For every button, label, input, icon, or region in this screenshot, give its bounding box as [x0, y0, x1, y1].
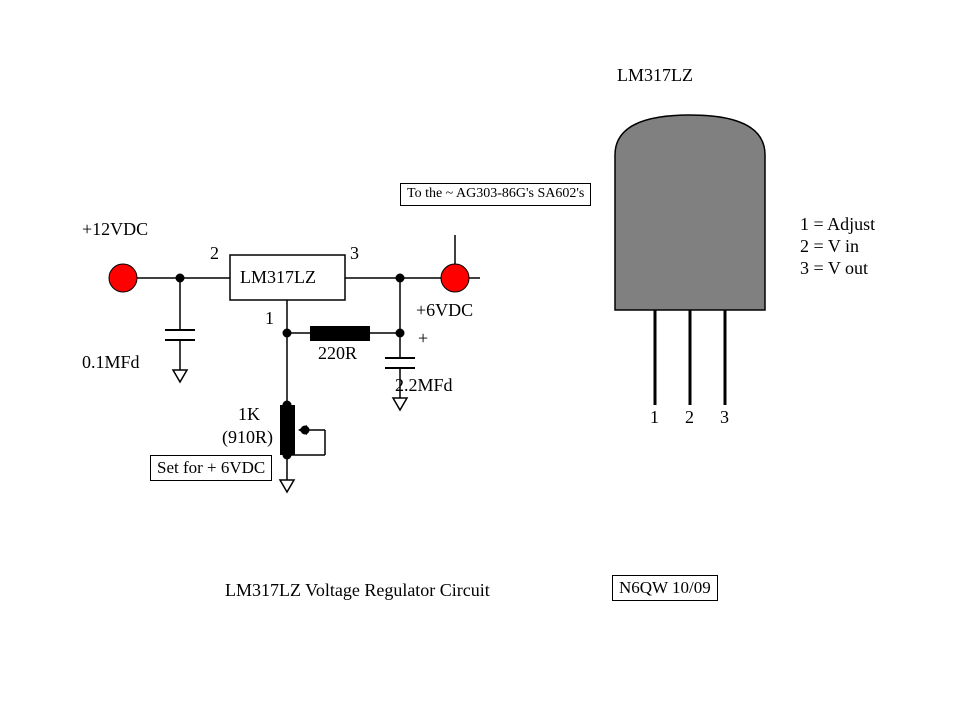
- cap-out-polarity: +: [418, 328, 428, 349]
- dest-note-box: To the ~ AG303-86G's SA602's: [400, 183, 591, 206]
- set-note-box: Set for + 6VDC: [150, 455, 272, 481]
- cap-out-label: 2.2MFd: [395, 375, 453, 396]
- package-pin3: 3: [720, 407, 729, 428]
- author-box: N6QW 10/09: [612, 575, 718, 601]
- right-supply-label: +6VDC: [416, 300, 473, 321]
- pin2-label: 2: [210, 243, 219, 264]
- cap-in-label: 0.1MFd: [82, 352, 140, 373]
- pin3-label: 3: [350, 243, 359, 264]
- ic-label: LM317LZ: [240, 267, 316, 288]
- pot-label: 1K: [238, 404, 260, 425]
- package-legend2: 2 = V in: [800, 236, 859, 257]
- schematic-canvas: [0, 0, 959, 719]
- package-pin2: 2: [685, 407, 694, 428]
- pin1-label: 1: [265, 308, 274, 329]
- package-title: LM317LZ: [617, 65, 693, 86]
- circuit-title: LM317LZ Voltage Regulator Circuit: [225, 580, 490, 601]
- package-legend1: 1 = Adjust: [800, 214, 875, 235]
- dest-note-text: To the ~ AG303-86G's SA602's: [407, 186, 584, 201]
- package-legend3: 3 = V out: [800, 258, 868, 279]
- set-note-text: Set for + 6VDC: [157, 458, 265, 477]
- left-supply-label: +12VDC: [82, 219, 148, 240]
- pot-fixed-label: (910R): [222, 427, 273, 448]
- package-pin1: 1: [650, 407, 659, 428]
- r-feedback-label: 220R: [318, 343, 357, 364]
- author-text: N6QW 10/09: [619, 578, 711, 597]
